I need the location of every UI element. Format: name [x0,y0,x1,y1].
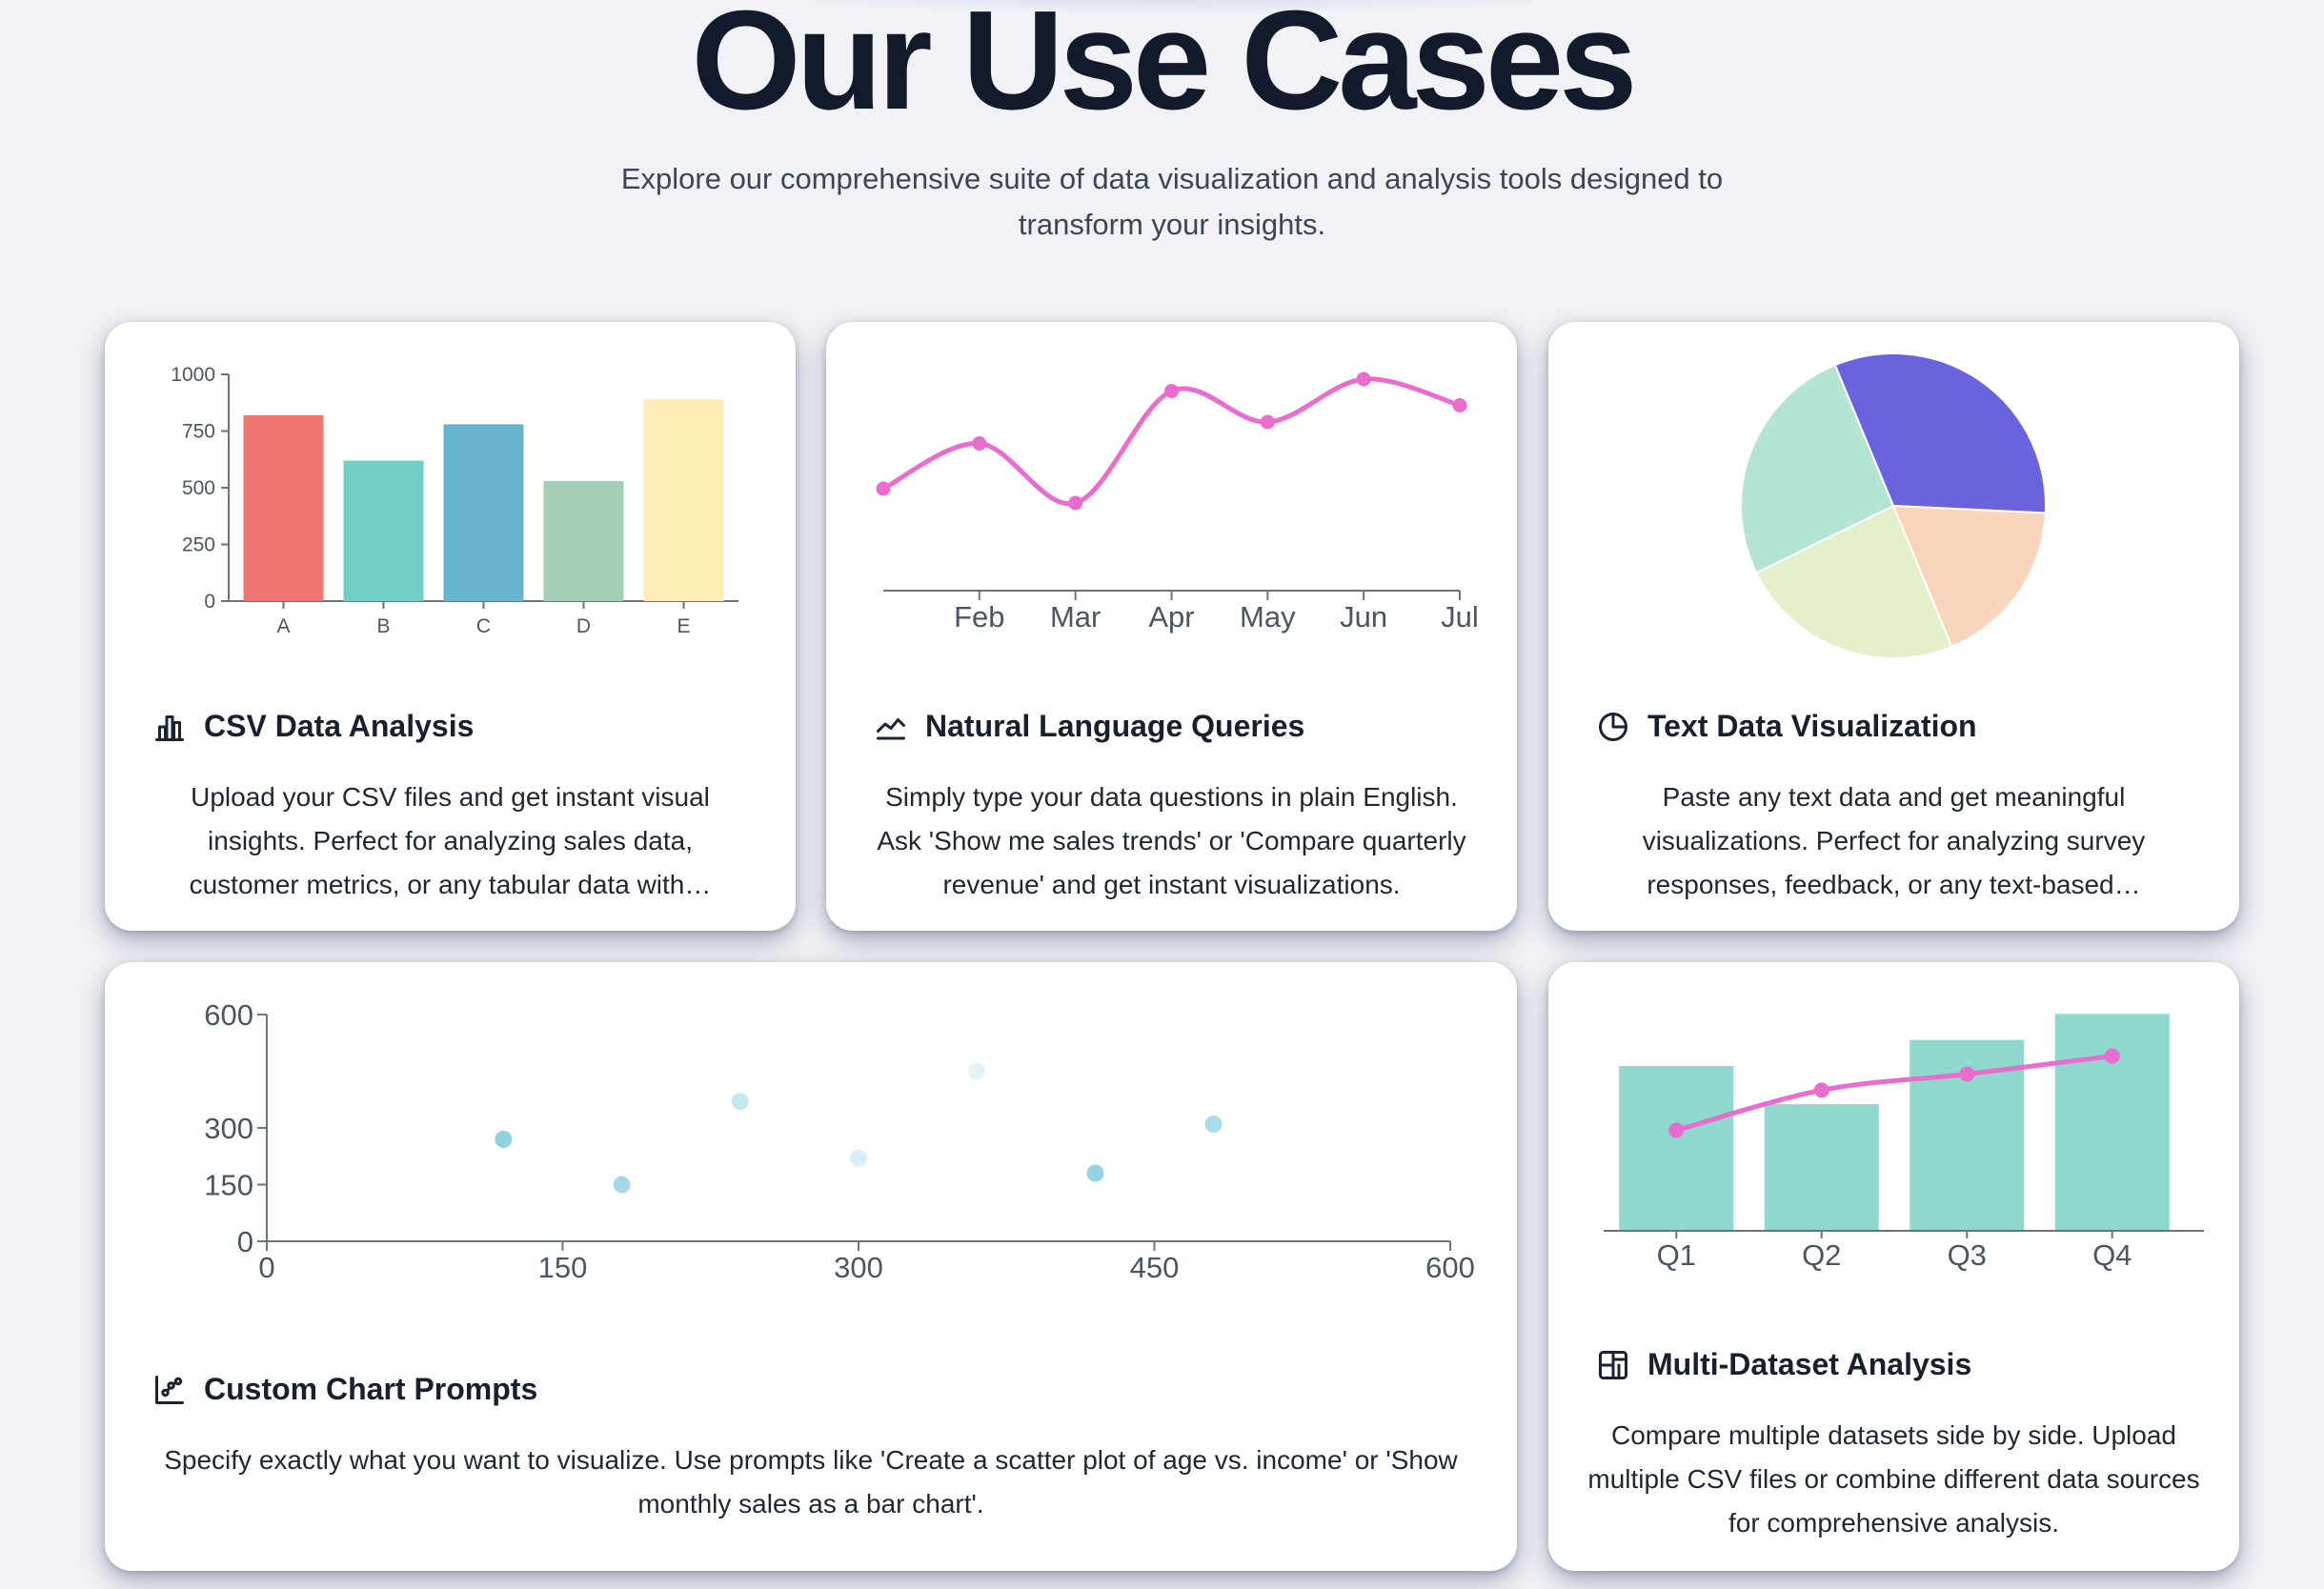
bar [243,414,324,601]
pie-slice [1740,363,1895,574]
x-tick-label: 300 [834,1251,883,1284]
data-point [1356,372,1371,387]
card-header: Custom Chart Prompts [152,1372,537,1407]
data-point [1452,398,1467,412]
pie-slice [1833,352,2047,514]
card-title: CSV Data Analysis [204,709,475,743]
card-title: Text Data Visualization [1647,709,1977,743]
bar [343,460,424,601]
card-header: Natural Language Queries [874,709,1304,744]
card-csv-data-analysis[interactable]: 0 250 500 750 1000 A B C D E CSV Data Analysis Up… [105,322,796,931]
card-header: Text Data Visualization [1596,709,1977,744]
data-point [1959,1066,1975,1082]
card-description: Simply type your data questions in plain… [877,782,1466,899]
card-description: Compare multiple datasets side by side. … [1587,1420,2200,1538]
x-tick-label: Q3 [1948,1238,1987,1272]
dashboard-icon [1599,1350,1627,1379]
y-tick-label: 750 [182,421,215,443]
data-point [1260,414,1275,430]
card-title: Natural Language Queries [925,709,1305,743]
bar [643,399,724,601]
data-point [876,481,891,496]
card-header: CSV Data Analysis [152,709,474,744]
x-tick-label: Feb [954,600,1004,634]
x-tick-label: 150 [538,1251,588,1284]
y-tick-label: 0 [237,1225,253,1258]
x-tick-label: Q4 [2092,1238,2132,1272]
hero-glow [724,0,1620,15]
bar [2054,1014,2170,1231]
card-natural-language-queries[interactable]: Feb Mar Apr May Jun Jul Natural Language Quer… [826,322,1517,931]
x-tick-label: E [677,615,690,636]
scatter-point [613,1176,631,1194]
x-tick-label: B [376,615,390,636]
x-tick-label: Apr [1148,600,1194,634]
bar [543,480,624,601]
x-tick-label: 0 [258,1251,274,1284]
x-tick-label: 450 [1130,1251,1180,1284]
x-tick-label: Mar [1050,600,1101,634]
data-point [2104,1048,2120,1064]
scatter-chart-icon [155,1375,184,1404]
card-description: Specify exactly what you want to visuali… [164,1445,1458,1519]
y-tick-label: 150 [204,1169,253,1202]
series-line [1675,1054,2113,1133]
nlq-line-chart: Feb Mar Apr May Jun Jul [876,372,1479,634]
pie-slice [1754,504,1953,659]
card-description: Upload your CSV files and get instant vi… [189,782,712,899]
bar [1619,1066,1734,1231]
page-subtitle: Explore our comprehensive suite of data … [620,162,1724,241]
x-tick-label: Jul [1441,600,1479,634]
bar [1764,1104,1879,1231]
card-text-data-visualization[interactable]: Text Data Visualization Paste any text d… [1548,322,2239,931]
custom-scatter-chart: 0 150 300 600 0 150 300 450 600 [204,998,1475,1284]
scatter-point [495,1130,513,1148]
x-tick-label: D [576,615,591,636]
multi-combo-chart: Q1 Q2 Q3 Q4 [1604,1014,2204,1272]
x-tick-label: Jun [1340,600,1387,634]
x-tick-label: 600 [1425,1251,1475,1284]
data-point [1813,1082,1829,1098]
bar [443,424,524,601]
data-point [1164,384,1179,398]
card-title: Custom Chart Prompts [204,1372,538,1406]
bar-chart-icon [155,714,184,741]
text-pie-chart [1740,352,2047,659]
card-header: Multi-Dataset Analysis [1596,1347,1971,1382]
x-tick-label: Q2 [1802,1238,1841,1272]
pie-chart-icon [1599,712,1627,741]
data-point [1668,1122,1685,1138]
x-tick-label: May [1240,600,1296,634]
trend-line-icon [877,717,905,739]
y-tick-label: 0 [204,591,215,613]
data-point [1068,495,1083,511]
scatter-point [850,1149,867,1167]
x-tick-label: Q1 [1657,1238,1696,1272]
y-tick-label: 250 [182,534,215,556]
card-custom-chart-prompts[interactable]: 0 150 300 600 0 150 300 450 600 Custom Chart Pro… [105,962,1517,1571]
scatter-point [1086,1164,1104,1182]
x-tick-label: C [476,615,491,636]
pie-slice [1891,504,2047,649]
csv-bar-chart: 0 250 500 750 1000 A B C D E [171,364,738,636]
y-tick-label: 500 [182,477,215,499]
page-title: Our Use Cases [691,0,1638,139]
scatter-point [968,1062,986,1080]
scatter-point [731,1093,749,1111]
x-tick-label: A [276,615,290,636]
card-title: Multi-Dataset Analysis [1647,1347,1972,1381]
data-point [972,436,987,451]
y-tick-label: 1000 [171,364,215,386]
scatter-point [1204,1116,1223,1134]
y-tick-label: 300 [204,1112,253,1145]
y-tick-label: 600 [204,998,253,1032]
card-description: Paste any text data and get meaningful v… [1642,782,2146,899]
card-multi-dataset-analysis[interactable]: Q1 Q2 Q3 Q4 Multi-Dataset Analysis Compare … [1548,962,2239,1571]
